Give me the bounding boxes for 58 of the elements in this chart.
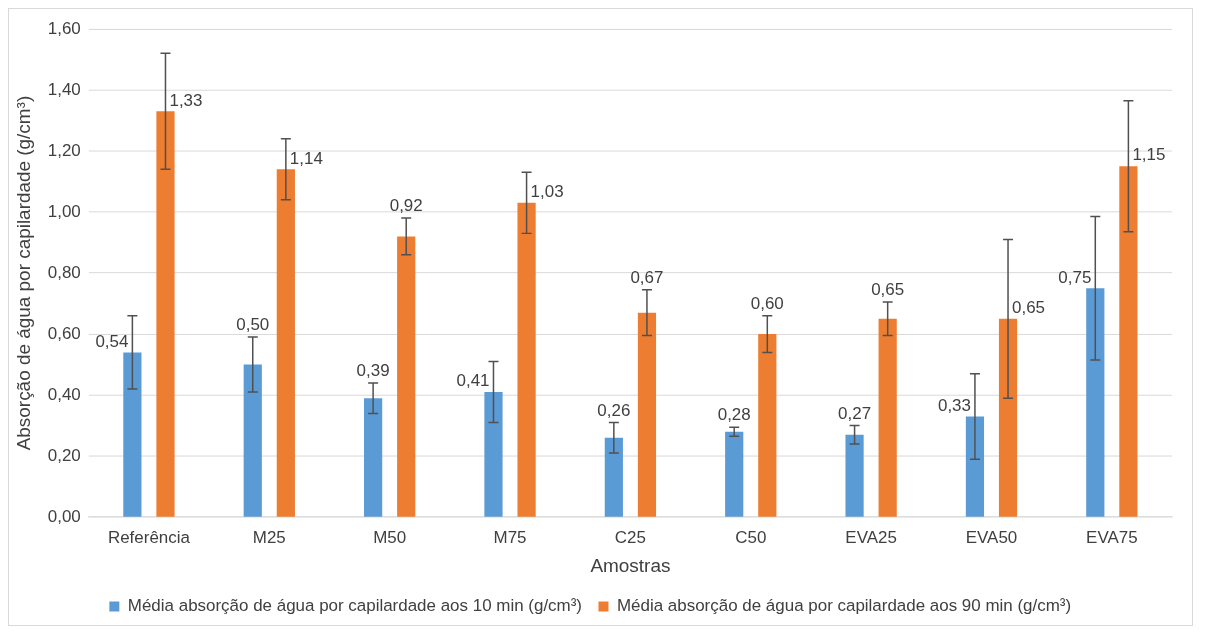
bar (156, 111, 175, 517)
x-axis-title: Amostras (590, 555, 671, 576)
x-tick-label: M50 (373, 527, 407, 547)
y-tick-label: 1,40 (47, 79, 81, 99)
y-tick-label: 0,00 (47, 506, 81, 526)
data-label: 0,33 (937, 395, 971, 415)
x-tick-label: M75 (493, 527, 527, 547)
bar (1119, 166, 1138, 517)
data-label: 0,65 (871, 280, 905, 300)
data-label: 0,27 (838, 403, 872, 423)
data-label: 0,54 (95, 331, 129, 351)
bar (998, 318, 1018, 517)
x-tick-label: C25 (614, 527, 646, 547)
y-tick-label: 0,80 (47, 262, 81, 282)
data-label: 0,65 (1012, 298, 1046, 318)
bar (484, 392, 503, 517)
bar (604, 437, 623, 517)
y-tick-label: 1,60 (47, 18, 81, 38)
y-tick-label: 0,40 (47, 384, 81, 404)
bar (276, 169, 295, 517)
legend-label: Média absorção de água por capilardade aos 90 min (g/cm³) (616, 596, 1072, 616)
y-tick-label: 1,00 (47, 201, 81, 221)
y-tick-label: 1,20 (47, 140, 81, 160)
bar (1086, 288, 1105, 517)
y-tick-label: 0,60 (47, 323, 81, 343)
x-tick-label: M25 (252, 527, 286, 547)
bar (517, 202, 536, 517)
y-tick-label: 0,20 (47, 445, 81, 465)
data-label: 0,41 (456, 371, 490, 391)
legend-label: Média absorção de água por capilardade aos 10 min (g/cm³) (127, 596, 582, 616)
data-label: 0,92 (389, 196, 423, 216)
bar (397, 236, 416, 517)
bar (123, 352, 142, 517)
data-label: 0,39 (356, 361, 390, 381)
data-label: 1,03 (530, 182, 564, 202)
data-label: 0,75 (1058, 267, 1092, 287)
data-label: 0,67 (630, 268, 664, 288)
bar (965, 416, 985, 517)
data-label: 0,60 (750, 293, 784, 313)
data-label: 0,50 (236, 315, 270, 335)
y-axis-title: Absorção de água por capilardade (g/cm³) (12, 95, 34, 451)
bar (845, 434, 864, 517)
bar (878, 318, 897, 517)
data-label: 1,33 (169, 90, 203, 110)
x-tick-label: EVA25 (845, 527, 897, 547)
bar (243, 364, 262, 517)
bar (725, 431, 744, 517)
x-tick-label: Referência (107, 527, 191, 547)
data-label: 1,15 (1132, 145, 1166, 165)
x-tick-label: EVA50 (965, 527, 1018, 547)
x-tick-label: EVA75 (1086, 527, 1138, 547)
data-label: 0,28 (717, 405, 751, 425)
bar (637, 312, 657, 517)
x-tick-label: C50 (735, 527, 767, 547)
data-label: 1,14 (289, 148, 323, 168)
bar (758, 334, 777, 517)
data-label: 0,26 (597, 400, 631, 420)
bar (364, 398, 383, 517)
